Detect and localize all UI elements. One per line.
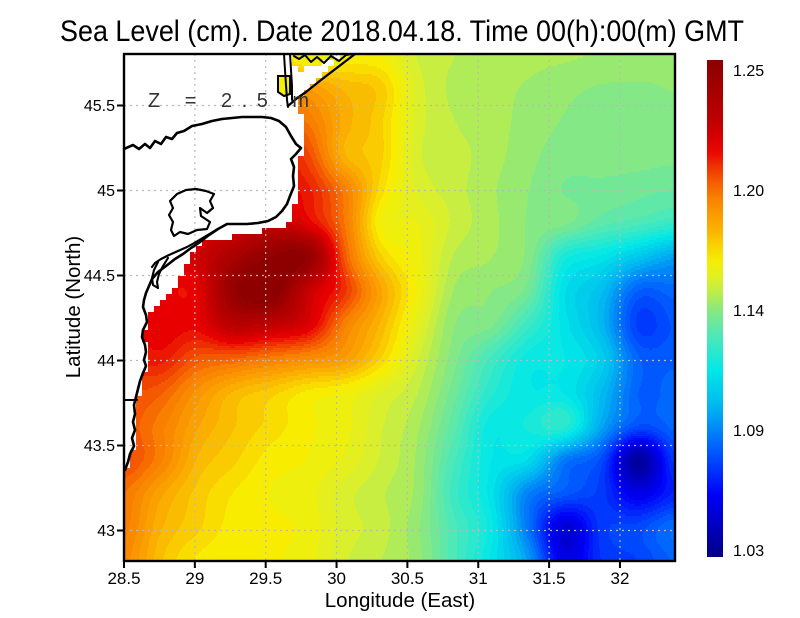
svg-text:30: 30 xyxy=(327,569,346,588)
svg-text:Longitude (East): Longitude (East) xyxy=(325,589,475,612)
svg-text:Z = 2.5 m: Z = 2.5 m xyxy=(148,90,319,112)
svg-text:31: 31 xyxy=(469,569,488,588)
svg-text:1.09: 1.09 xyxy=(733,423,764,440)
svg-text:45.5: 45.5 xyxy=(84,98,115,115)
svg-text:44: 44 xyxy=(97,353,115,370)
svg-text:43: 43 xyxy=(97,523,115,540)
svg-text:1.25: 1.25 xyxy=(733,63,764,80)
svg-text:29.5: 29.5 xyxy=(249,569,282,588)
svg-text:30.5: 30.5 xyxy=(391,569,424,588)
svg-text:31.5: 31.5 xyxy=(533,569,566,588)
svg-text:1.03: 1.03 xyxy=(733,543,764,560)
svg-text:28.5: 28.5 xyxy=(107,569,140,588)
svg-text:44.5: 44.5 xyxy=(84,268,115,285)
svg-text:32: 32 xyxy=(610,569,629,588)
svg-text:43.5: 43.5 xyxy=(84,438,115,455)
svg-text:1.14: 1.14 xyxy=(733,303,764,320)
svg-text:1.20: 1.20 xyxy=(733,183,764,200)
svg-text:Sea Level (cm). Date 2018.04.1: Sea Level (cm). Date 2018.04.18. Time 00… xyxy=(60,15,744,48)
svg-text:Latitude (North): Latitude (North) xyxy=(62,236,85,378)
svg-text:29: 29 xyxy=(185,569,204,588)
svg-text:45: 45 xyxy=(97,183,115,200)
